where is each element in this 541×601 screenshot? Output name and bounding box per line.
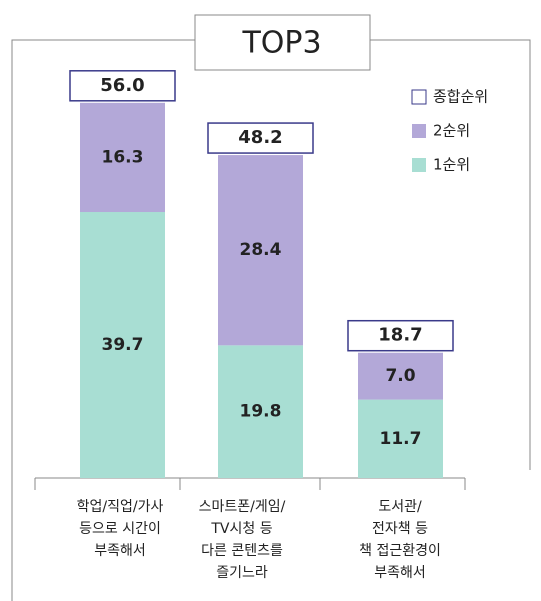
data-label: 28.4 <box>240 240 282 260</box>
bar-segment <box>80 212 165 478</box>
total-label: 48.2 <box>238 127 282 148</box>
data-label: 16.3 <box>102 147 144 167</box>
bar-segment <box>218 345 303 478</box>
legend-label: 1순위 <box>433 156 470 174</box>
frame <box>11 39 531 601</box>
data-label: 7.0 <box>385 366 415 386</box>
legend-label: 종합순위 <box>433 88 488 106</box>
data-label: 11.7 <box>380 429 422 449</box>
bar-segment <box>358 399 443 478</box>
chart-title: TOP3 <box>241 26 321 61</box>
bar-segment <box>218 155 303 346</box>
legend-swatch <box>412 124 426 138</box>
x-tick-label: 도서관/ 전자책 등 책 접근환경이 부족해서 <box>359 499 441 581</box>
legend-swatch <box>411 89 427 105</box>
axis <box>34 477 466 490</box>
x-tick-label: 스마트폰/게임/ TV시청 등 다른 콘텐츠를 즐기느라 <box>198 499 286 581</box>
bar-segment <box>358 352 443 400</box>
bar-segment <box>80 102 165 213</box>
x-tick-label: 학업/직업/가사 등으로 시간이 부족해서 <box>76 499 164 559</box>
total-label: 56.0 <box>100 75 144 96</box>
data-label: 19.8 <box>240 402 282 422</box>
data-label: 39.7 <box>102 335 144 355</box>
legend-label: 2순위 <box>433 122 470 140</box>
total-box <box>347 319 454 352</box>
total-box <box>207 122 314 154</box>
total-label: 18.7 <box>378 325 422 346</box>
total-box <box>69 70 176 102</box>
legend-swatch <box>412 158 426 172</box>
title-box <box>194 14 371 71</box>
